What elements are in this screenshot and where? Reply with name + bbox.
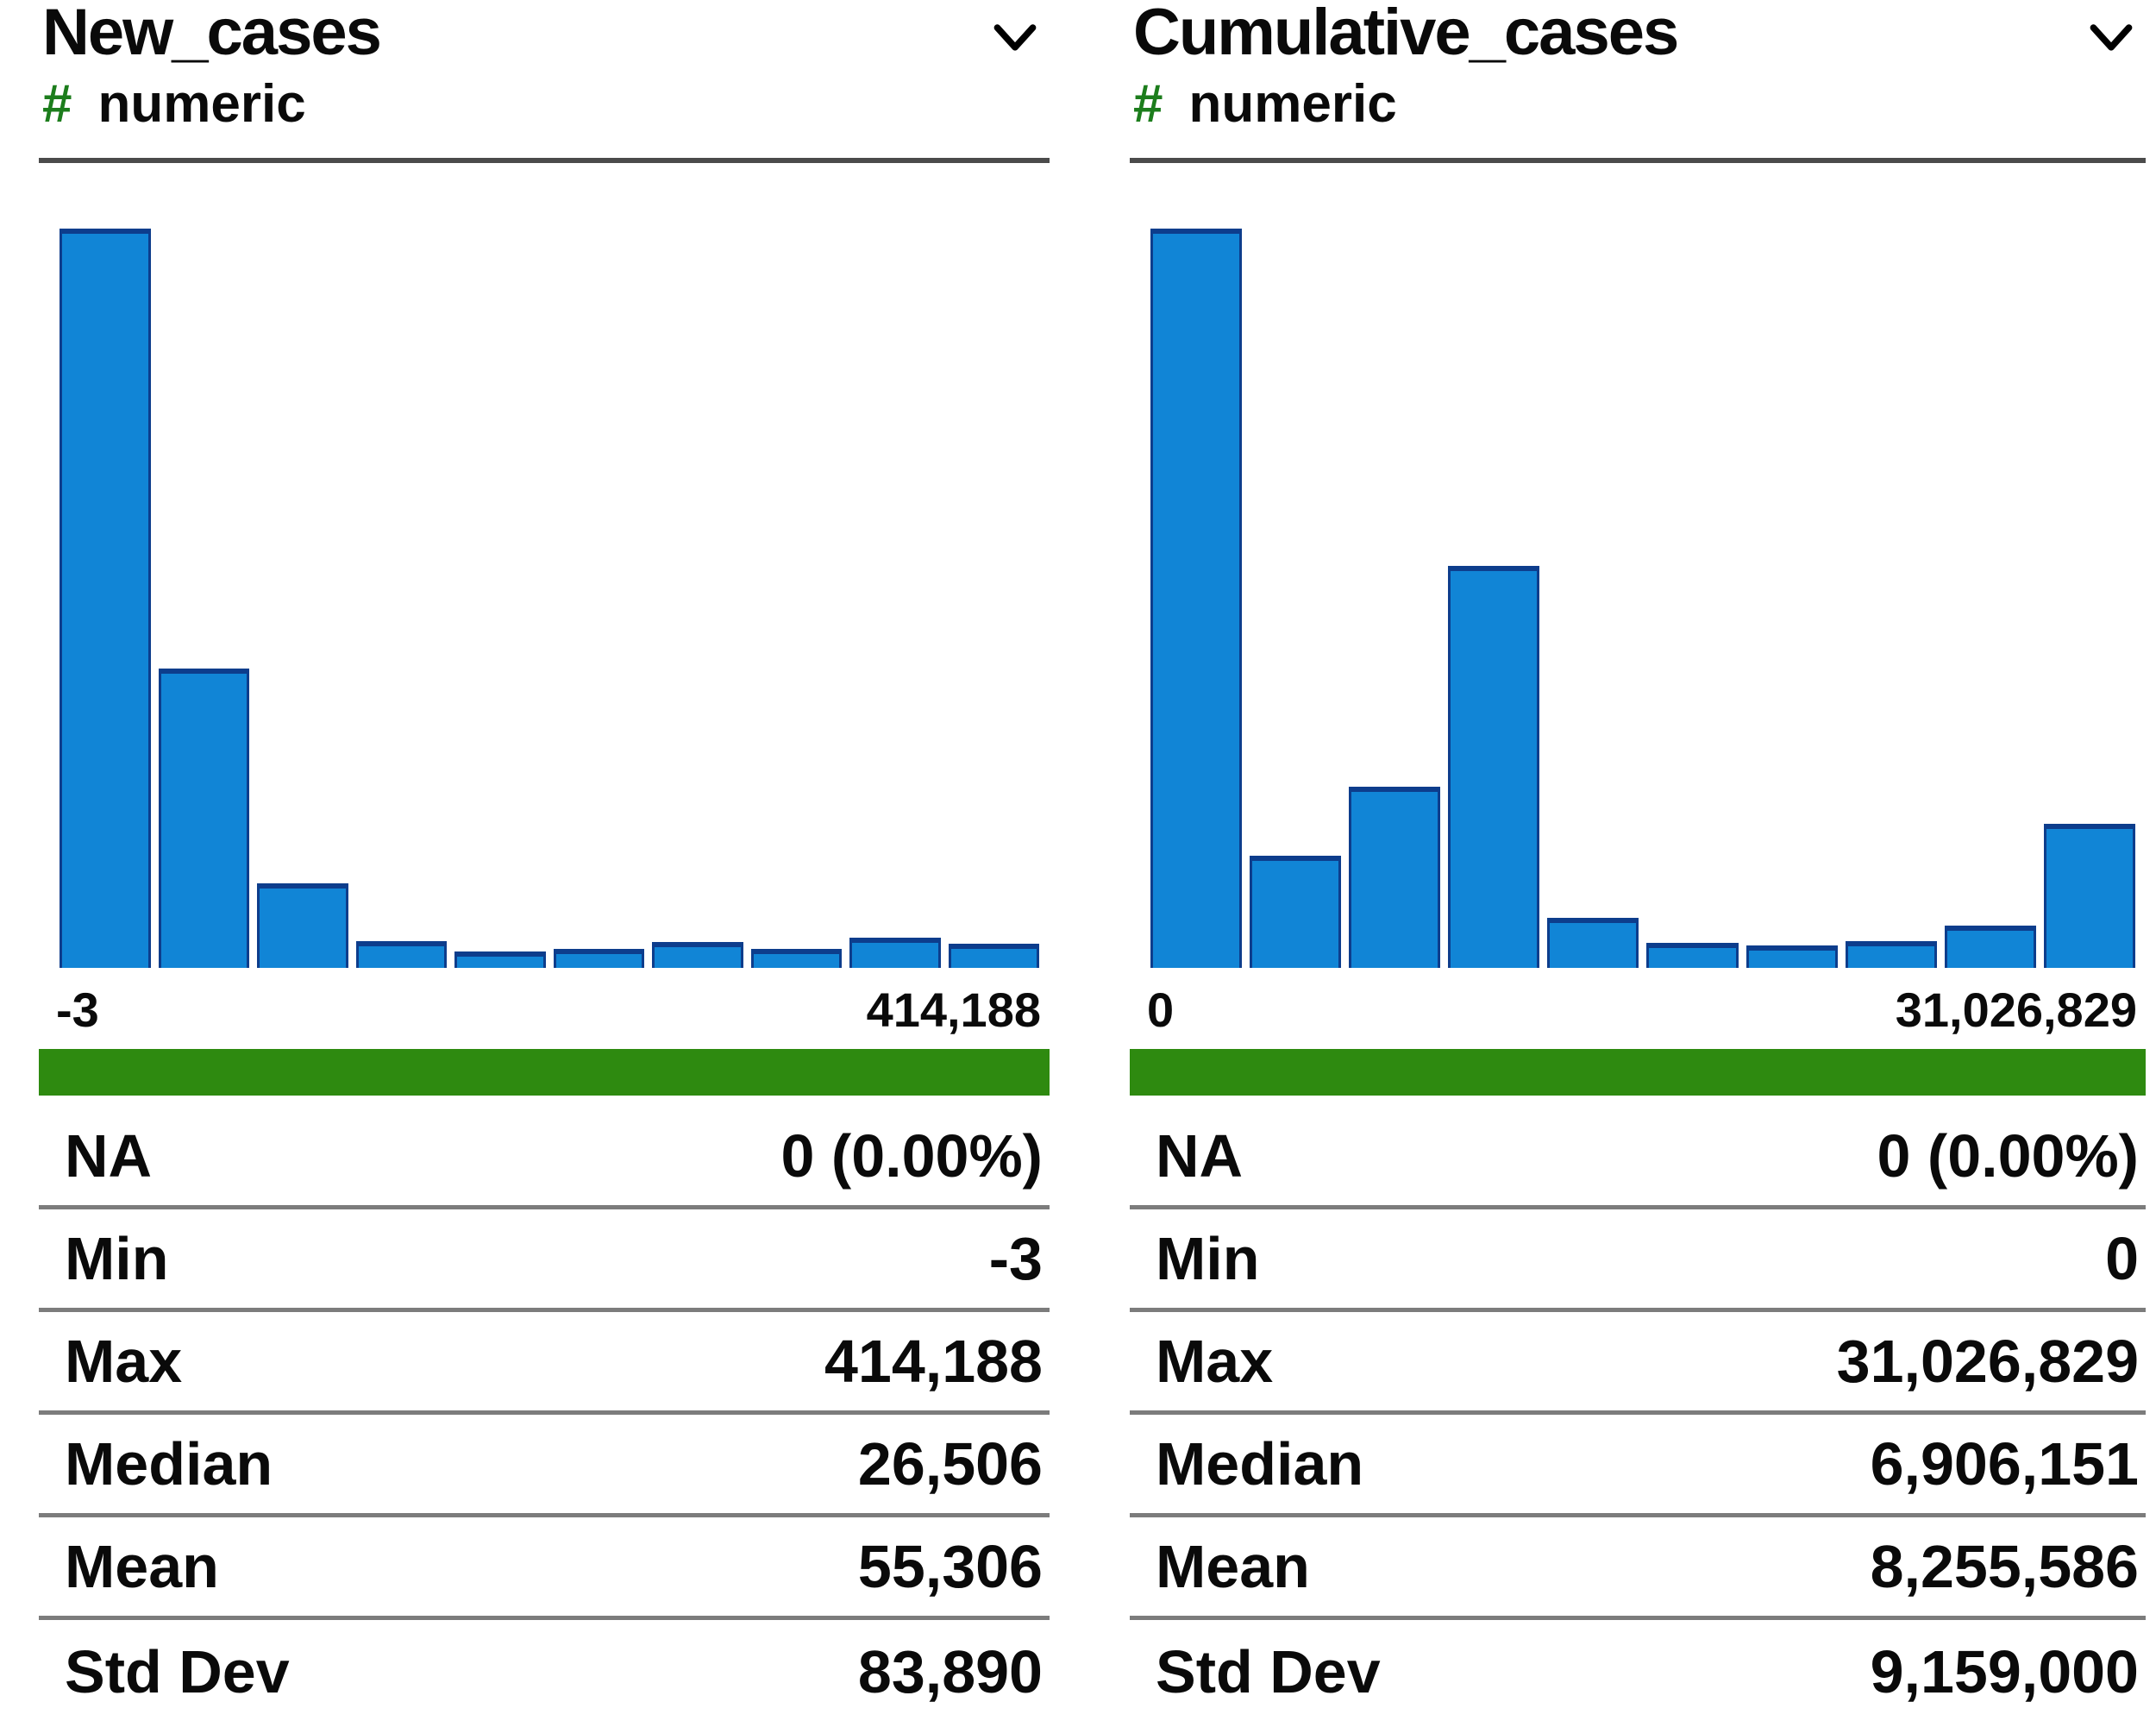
histogram-bar bbox=[750, 949, 842, 968]
histogram-bar bbox=[2043, 824, 2135, 968]
histogram-bar bbox=[948, 944, 1039, 968]
column-card-new-cases: New_cases # numeric -3 414,188 NA 0 (0.00… bbox=[39, 0, 1050, 1727]
stat-value: -3 bbox=[988, 1225, 1043, 1292]
stat-row-max: Max 31,026,829 bbox=[1130, 1312, 2146, 1415]
column-type-label: numeric bbox=[1188, 74, 1397, 134]
stat-value: 9,159,000 bbox=[1870, 1637, 2139, 1705]
histogram-bar bbox=[60, 229, 151, 968]
column-type-badge: # numeric bbox=[42, 78, 306, 131]
histogram bbox=[1130, 164, 2146, 968]
histogram-bar bbox=[1547, 918, 1639, 968]
stat-row-std-dev: Std Dev 83,890 bbox=[39, 1620, 1050, 1723]
stat-value: 55,306 bbox=[857, 1533, 1043, 1600]
column-title: New_cases bbox=[42, 0, 382, 69]
histogram-bar bbox=[1250, 856, 1342, 968]
histogram-bar bbox=[158, 669, 249, 968]
header-divider bbox=[39, 158, 1050, 163]
stat-row-max: Max 414,188 bbox=[39, 1312, 1050, 1415]
stat-label: NA bbox=[1156, 1122, 1244, 1190]
stat-label: Std Dev bbox=[65, 1637, 290, 1705]
stat-row-median: Median 6,906,151 bbox=[1130, 1415, 2146, 1517]
stat-label: Max bbox=[1156, 1328, 1274, 1395]
histogram-bar bbox=[553, 949, 644, 968]
stat-row-min: Min 0 bbox=[1130, 1209, 2146, 1312]
completeness-bar bbox=[39, 1049, 1050, 1096]
histogram-bar bbox=[1646, 943, 1739, 968]
column-type-label: numeric bbox=[97, 74, 306, 134]
stats-table: NA 0 (0.00%) Min 0 Max 31,026,829 Median 6,906,… bbox=[1130, 1107, 2146, 1727]
completeness-bar bbox=[1130, 1049, 2146, 1096]
stat-value: 31,026,829 bbox=[1836, 1328, 2139, 1395]
stat-label: Max bbox=[65, 1328, 183, 1395]
histogram-bar bbox=[1845, 941, 1937, 968]
stat-value: 0 (0.00%) bbox=[780, 1122, 1043, 1190]
column-card-cumulative-cases: Cumulative_cases # numeric 0 31,026,829 … bbox=[1130, 0, 2146, 1727]
stat-value: 0 bbox=[2105, 1225, 2139, 1292]
stat-row-min: Min -3 bbox=[39, 1209, 1050, 1312]
stat-label: Std Dev bbox=[1156, 1637, 1381, 1705]
header-divider bbox=[1130, 158, 2146, 163]
stat-row-median: Median 26,506 bbox=[39, 1415, 1050, 1517]
stat-row-na: NA 0 (0.00%) bbox=[1130, 1107, 2146, 1209]
stat-value: 0 (0.00%) bbox=[1877, 1122, 2139, 1190]
column-title: Cumulative_cases bbox=[1133, 0, 1679, 69]
histogram-bar bbox=[355, 941, 447, 968]
histogram-bar bbox=[849, 938, 941, 968]
histogram-bar bbox=[1448, 566, 1540, 968]
stat-value: 26,506 bbox=[857, 1430, 1043, 1498]
axis-max-label: 31,026,829 bbox=[1895, 983, 2137, 1037]
stat-row-na: NA 0 (0.00%) bbox=[39, 1107, 1050, 1209]
stat-label: Min bbox=[65, 1225, 169, 1292]
axis-max-label: 414,188 bbox=[866, 983, 1041, 1037]
histogram-bar bbox=[454, 951, 546, 968]
stat-label: Min bbox=[1156, 1225, 1260, 1292]
histogram-bar bbox=[652, 942, 743, 968]
numeric-type-icon: # bbox=[42, 74, 72, 134]
column-type-badge: # numeric bbox=[1133, 78, 1397, 131]
stat-row-mean: Mean 8,255,586 bbox=[1130, 1517, 2146, 1620]
stat-label: Median bbox=[1156, 1430, 1364, 1498]
chevron-down-icon[interactable] bbox=[993, 22, 1037, 53]
stat-value: 83,890 bbox=[857, 1637, 1043, 1705]
stat-value: 8,255,586 bbox=[1870, 1533, 2139, 1600]
chevron-down-icon[interactable] bbox=[2089, 22, 2134, 53]
stat-value: 414,188 bbox=[824, 1328, 1043, 1395]
axis-labels: 0 31,026,829 bbox=[1130, 977, 2146, 1044]
stat-value: 6,906,151 bbox=[1870, 1430, 2139, 1498]
axis-labels: -3 414,188 bbox=[39, 977, 1050, 1044]
stat-row-mean: Mean 55,306 bbox=[39, 1517, 1050, 1620]
histogram-bar bbox=[257, 883, 348, 968]
stats-table: NA 0 (0.00%) Min -3 Max 414,188 Median 26,506 Me… bbox=[39, 1107, 1050, 1727]
histogram bbox=[39, 164, 1050, 968]
stat-label: Mean bbox=[1156, 1533, 1310, 1600]
stat-label: NA bbox=[65, 1122, 153, 1190]
stat-label: Mean bbox=[65, 1533, 219, 1600]
stat-row-std-dev: Std Dev 9,159,000 bbox=[1130, 1620, 2146, 1723]
histogram-bar bbox=[1944, 926, 2036, 968]
histogram-bar bbox=[1150, 229, 1243, 968]
stat-label: Median bbox=[65, 1430, 273, 1498]
axis-min-label: -3 bbox=[56, 983, 99, 1037]
numeric-type-icon: # bbox=[1133, 74, 1163, 134]
axis-min-label: 0 bbox=[1147, 983, 1175, 1037]
histogram-bar bbox=[1745, 945, 1838, 968]
histogram-bar bbox=[1349, 787, 1441, 968]
